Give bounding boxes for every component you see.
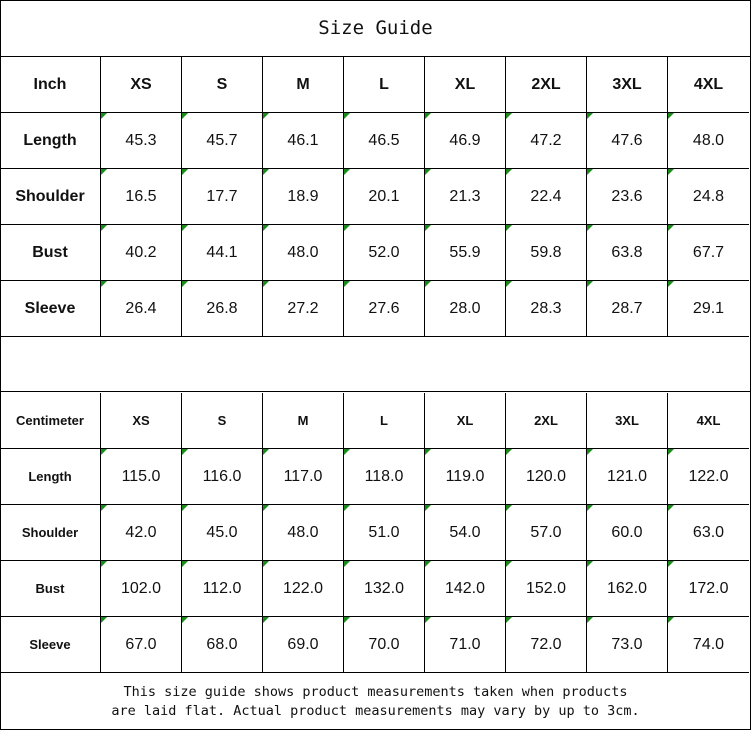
table-cell: 45.7	[182, 113, 263, 169]
size-header: M	[263, 393, 344, 449]
unit-header: Centimeter	[0, 393, 101, 449]
table-cell: 47.6	[587, 113, 668, 169]
table-cell: 29.1	[668, 281, 749, 337]
note-line-1: This size guide shows product measuremen…	[123, 683, 628, 700]
table-cell: 102.0	[101, 561, 182, 617]
size-header: 2XL	[506, 57, 587, 113]
inch-size-table: Inch XS S M L XL 2XL 3XL 4XL Length 45.3 45.7 46.1 46…	[0, 57, 751, 337]
table-cell: 27.6	[344, 281, 425, 337]
table-cell: 122.0	[668, 449, 749, 505]
row-label: Sleeve	[0, 617, 101, 673]
table-spacer	[0, 336, 751, 392]
size-header: M	[263, 57, 344, 113]
size-header: XL	[425, 57, 506, 113]
table-cell: 68.0	[182, 617, 263, 673]
table-cell: 142.0	[425, 561, 506, 617]
row-label: Shoulder	[0, 505, 101, 561]
table-cell: 55.9	[425, 225, 506, 281]
size-header: L	[344, 393, 425, 449]
table-cell: 28.0	[425, 281, 506, 337]
table-cell: 60.0	[587, 505, 668, 561]
row-label: Bust	[0, 225, 101, 281]
table-cell: 48.0	[263, 505, 344, 561]
table-cell: 120.0	[506, 449, 587, 505]
table-cell: 152.0	[506, 561, 587, 617]
table-cell: 63.8	[587, 225, 668, 281]
page-title: Size Guide	[0, 0, 751, 57]
table-cell: 45.3	[101, 113, 182, 169]
size-header: 2XL	[506, 393, 587, 449]
table-cell: 67.7	[668, 225, 749, 281]
table-cell: 46.5	[344, 113, 425, 169]
table-cell: 26.8	[182, 281, 263, 337]
table-cell: 51.0	[344, 505, 425, 561]
table-cell: 57.0	[506, 505, 587, 561]
row-label: Sleeve	[0, 281, 101, 337]
table-cell: 28.7	[587, 281, 668, 337]
table-cell: 16.5	[101, 169, 182, 225]
table-cell: 42.0	[101, 505, 182, 561]
row-label: Length	[0, 113, 101, 169]
table-cell: 46.9	[425, 113, 506, 169]
table-cell: 54.0	[425, 505, 506, 561]
table-cell: 27.2	[263, 281, 344, 337]
size-header: 4XL	[668, 57, 749, 113]
note-line-2: are laid flat. Actual product measuremen…	[111, 702, 640, 719]
table-cell: 22.4	[506, 169, 587, 225]
table-cell: 112.0	[182, 561, 263, 617]
table-cell: 17.7	[182, 169, 263, 225]
size-header: XL	[425, 393, 506, 449]
centimeter-size-table: Centimeter XS S M L XL 2XL 3XL 4XL Length 115.0 116…	[0, 393, 751, 673]
table-cell: 122.0	[263, 561, 344, 617]
table-cell: 132.0	[344, 561, 425, 617]
unit-header: Inch	[0, 57, 101, 113]
table-cell: 71.0	[425, 617, 506, 673]
table-cell: 162.0	[587, 561, 668, 617]
table-cell: 44.1	[182, 225, 263, 281]
table-cell: 172.0	[668, 561, 749, 617]
table-cell: 74.0	[668, 617, 749, 673]
table-cell: 67.0	[101, 617, 182, 673]
table-cell: 28.3	[506, 281, 587, 337]
table-cell: 117.0	[263, 449, 344, 505]
table-cell: 118.0	[344, 449, 425, 505]
table-cell: 21.3	[425, 169, 506, 225]
measurement-note: This size guide shows product measuremen…	[0, 673, 751, 730]
table-cell: 69.0	[263, 617, 344, 673]
table-cell: 119.0	[425, 449, 506, 505]
table-cell: 116.0	[182, 449, 263, 505]
table-cell: 26.4	[101, 281, 182, 337]
table-cell: 45.0	[182, 505, 263, 561]
size-header: XS	[101, 393, 182, 449]
size-header: 3XL	[587, 393, 668, 449]
table-cell: 23.6	[587, 169, 668, 225]
table-cell: 115.0	[101, 449, 182, 505]
table-cell: 52.0	[344, 225, 425, 281]
table-cell: 18.9	[263, 169, 344, 225]
size-header: L	[344, 57, 425, 113]
table-cell: 48.0	[263, 225, 344, 281]
size-header: S	[182, 57, 263, 113]
table-cell: 24.8	[668, 169, 749, 225]
size-header: 4XL	[668, 393, 749, 449]
table-cell: 72.0	[506, 617, 587, 673]
size-header: S	[182, 393, 263, 449]
table-cell: 20.1	[344, 169, 425, 225]
size-header: XS	[101, 57, 182, 113]
table-cell: 63.0	[668, 505, 749, 561]
table-cell: 70.0	[344, 617, 425, 673]
table-cell: 121.0	[587, 449, 668, 505]
table-cell: 59.8	[506, 225, 587, 281]
table-cell: 46.1	[263, 113, 344, 169]
row-label: Bust	[0, 561, 101, 617]
table-cell: 40.2	[101, 225, 182, 281]
table-cell: 47.2	[506, 113, 587, 169]
size-header: 3XL	[587, 57, 668, 113]
row-label: Length	[0, 449, 101, 505]
row-label: Shoulder	[0, 169, 101, 225]
table-cell: 73.0	[587, 617, 668, 673]
table-cell: 48.0	[668, 113, 749, 169]
